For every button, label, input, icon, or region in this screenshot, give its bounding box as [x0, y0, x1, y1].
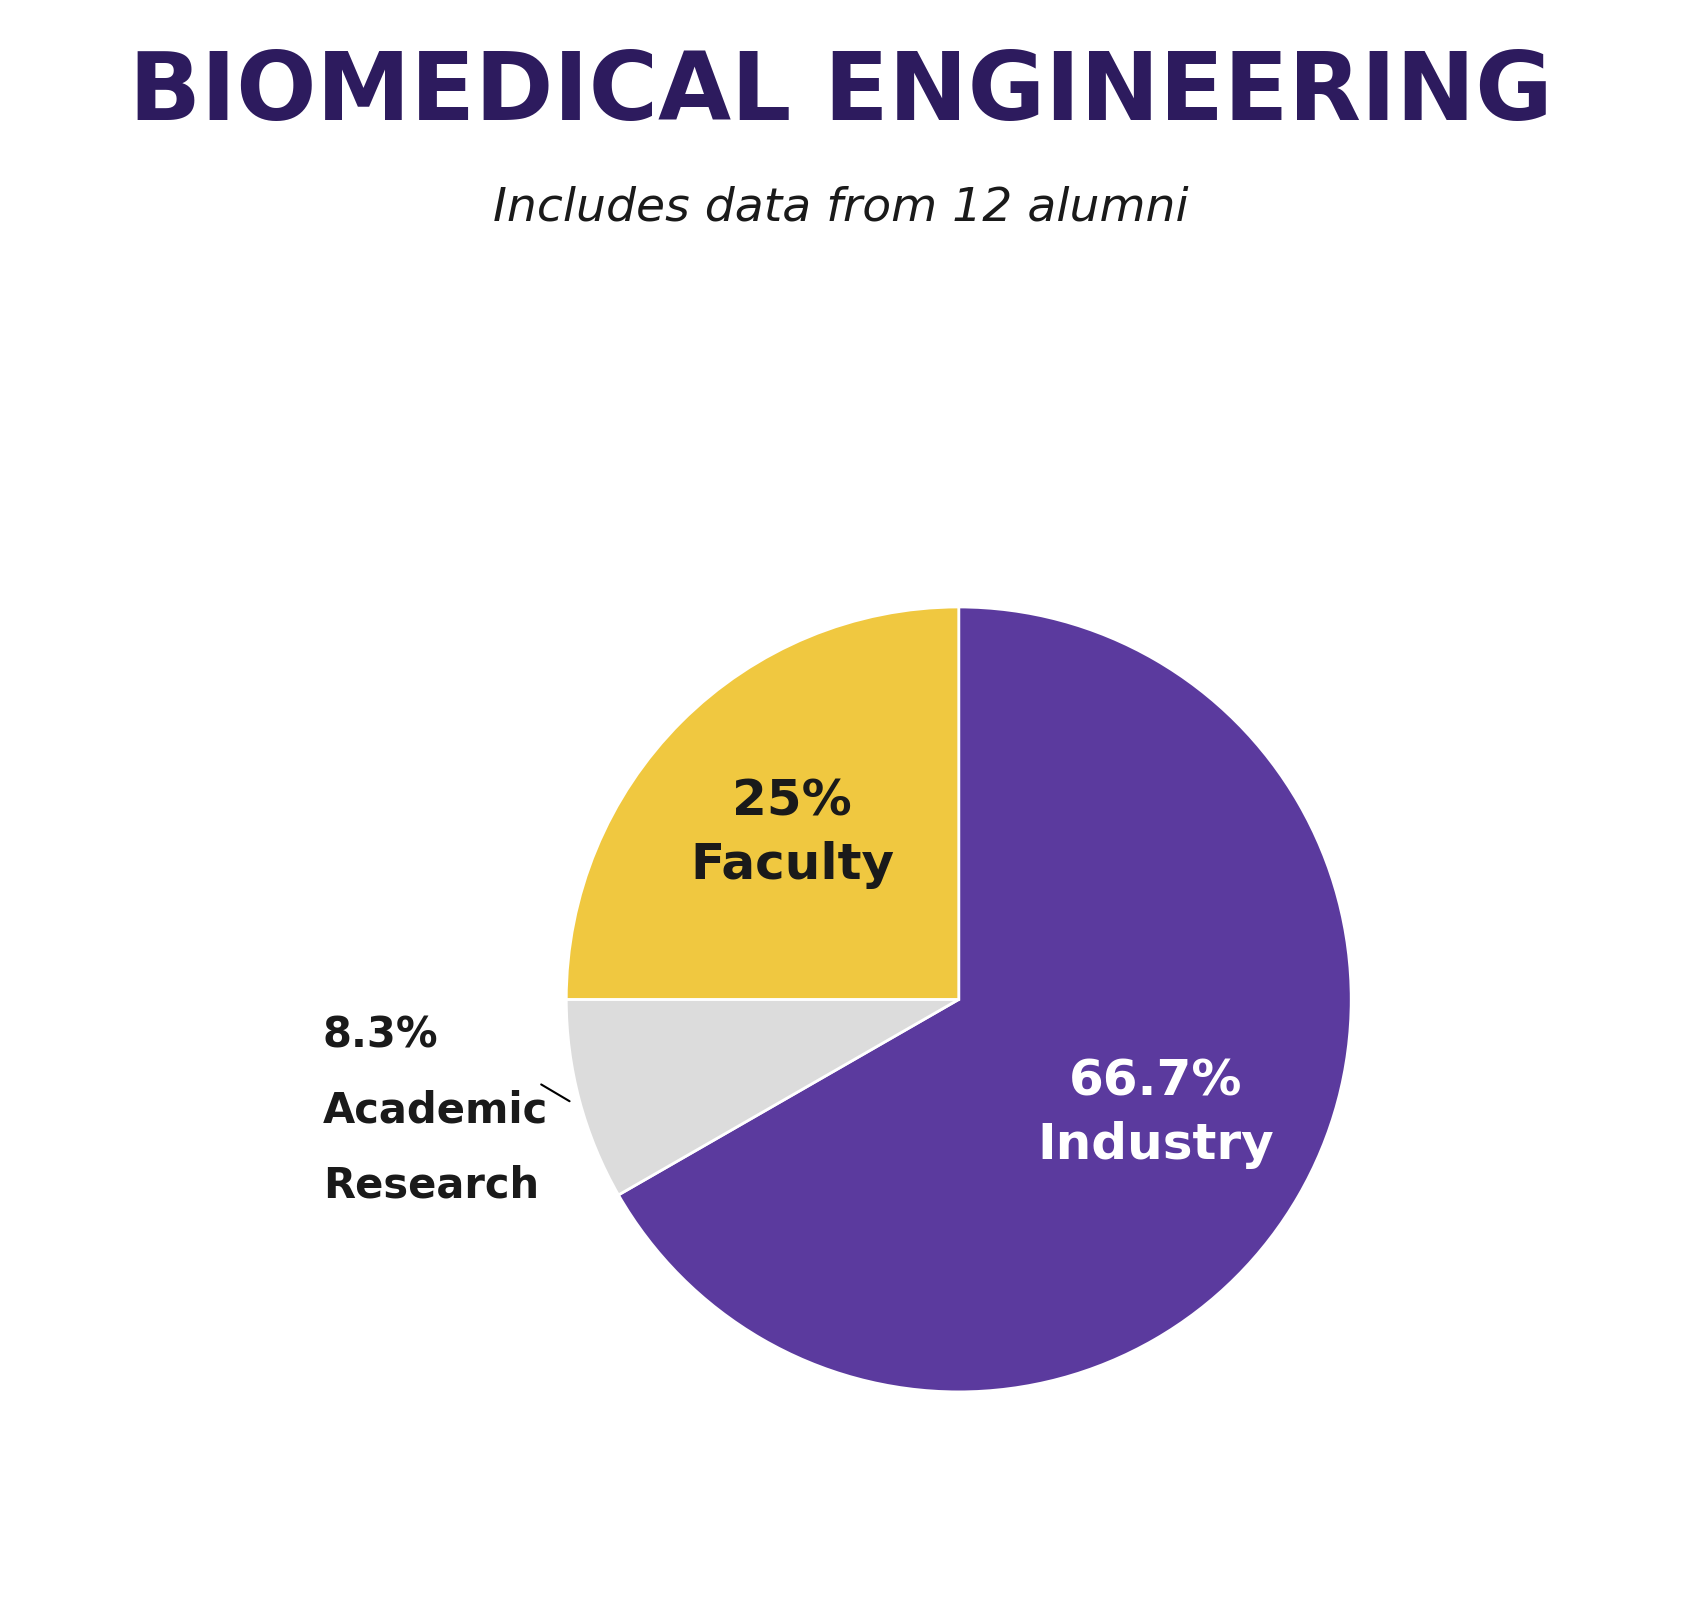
Wedge shape [567, 999, 959, 1194]
Text: Academic: Academic [323, 1090, 548, 1132]
Text: Research: Research [323, 1164, 538, 1206]
Text: 66.7%
Industry: 66.7% Industry [1038, 1057, 1275, 1169]
Text: Includes data from 12 alumni: Includes data from 12 alumni [493, 185, 1189, 231]
Wedge shape [567, 608, 959, 999]
Wedge shape [619, 608, 1351, 1391]
Text: 25%
Faculty: 25% Faculty [690, 777, 895, 888]
Text: BIOMEDICAL ENGINEERING: BIOMEDICAL ENGINEERING [130, 48, 1552, 140]
Text: 8.3%: 8.3% [323, 1016, 439, 1057]
